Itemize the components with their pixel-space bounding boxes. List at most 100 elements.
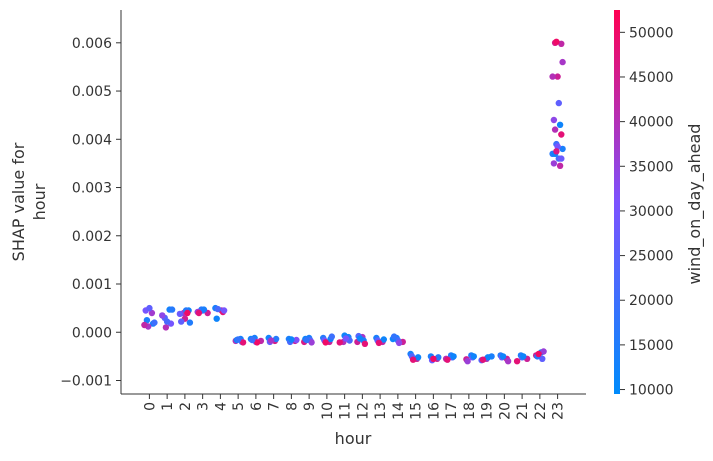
data-point-hour-12 — [356, 335, 364, 342]
data-point-hour-1 — [159, 312, 166, 319]
colorbar-tick-label: 25000 — [629, 249, 674, 265]
data-point-hour-7 — [267, 337, 275, 344]
x-tick-label: 7 — [267, 402, 283, 411]
x-tick-label: 22 — [533, 402, 549, 420]
data-point-hour-17 — [450, 353, 457, 360]
data-point-hour-0 — [146, 304, 153, 312]
colorbar-tick-label: 45000 — [629, 70, 674, 86]
data-point-hour-15 — [414, 354, 422, 361]
colorbar-tick-label: 30000 — [629, 204, 674, 220]
x-tick-label: 13 — [373, 402, 389, 420]
data-point-hour-21 — [520, 353, 527, 360]
data-point-hour-23 — [559, 145, 566, 153]
data-point-hour-23 — [554, 143, 561, 150]
data-point-hour-0 — [141, 321, 148, 329]
data-point-hour-1 — [162, 324, 170, 331]
x-tick-label: 2 — [178, 402, 194, 411]
data-point-hour-14 — [390, 333, 398, 340]
x-tick-label: 17 — [444, 402, 460, 420]
data-point-hour-23 — [555, 99, 562, 107]
y-tick-label: 0.001 — [72, 277, 112, 293]
y-tick-label: 0.003 — [72, 181, 112, 197]
data-point-hour-1 — [163, 318, 171, 325]
data-point-hour-7 — [272, 335, 280, 343]
data-point-hour-17 — [444, 356, 451, 363]
data-point-hour-23 — [558, 40, 565, 47]
x-tick-label: 8 — [284, 402, 300, 411]
x-tick-label: 19 — [480, 402, 496, 420]
data-point-hour-4 — [214, 305, 222, 313]
data-point-hour-0 — [151, 319, 158, 326]
data-point-hour-21 — [513, 358, 521, 365]
data-point-hour-3 — [200, 306, 208, 313]
data-point-hour-2 — [176, 310, 184, 318]
data-point-hour-19 — [484, 354, 492, 361]
data-point-hour-23 — [549, 73, 556, 80]
data-point-hour-23 — [550, 160, 558, 167]
data-point-hour-23 — [550, 116, 558, 124]
data-point-hour-0 — [148, 309, 156, 317]
data-point-hour-23 — [556, 162, 564, 169]
data-point-hour-23 — [558, 155, 565, 162]
x-tick-label: 0 — [142, 402, 158, 411]
data-point-hour-23 — [559, 58, 566, 66]
colorbar-gradient — [614, 10, 620, 394]
data-point-hour-22 — [535, 350, 542, 358]
x-tick-label: 9 — [302, 402, 318, 411]
data-point-hour-19 — [479, 356, 487, 363]
data-point-hour-23 — [556, 121, 564, 128]
x-axis-label: hour — [335, 429, 372, 448]
data-point-hour-11 — [342, 335, 350, 342]
data-point-hour-12 — [361, 340, 369, 347]
x-tick-label: 6 — [249, 402, 265, 411]
x-tick-label: 23 — [551, 402, 567, 420]
x-axis-ticks: 0 1 2 3 4 5 6 7 8 9 10 11 12 13 14 15 16 17 18 19 20 21 22 23 — [142, 394, 567, 420]
x-tick-label: 4 — [213, 402, 229, 411]
data-point-hour-0 — [143, 317, 151, 324]
data-point-hour-13 — [380, 336, 387, 343]
data-point-hour-15 — [409, 356, 417, 363]
data-point-hour-2 — [178, 318, 185, 325]
data-point-hour-5 — [239, 339, 247, 346]
data-point-hour-14 — [395, 339, 403, 347]
data-point-hour-4 — [220, 307, 228, 314]
data-point-hour-16 — [430, 355, 437, 362]
colorbar-ticks: 10000 15000 20000 25000 30000 35000 40000 45000… — [620, 25, 674, 399]
data-point-hour-16 — [435, 354, 442, 361]
scatter-points — [141, 38, 566, 365]
colorbar-tick-label: 35000 — [629, 159, 674, 175]
data-point-hour-8 — [293, 336, 300, 344]
data-point-hour-6 — [253, 339, 261, 346]
data-point-hour-11 — [336, 339, 343, 346]
y-axis-label-line-1: SHAP value for — [9, 142, 28, 261]
x-tick-label: 3 — [196, 402, 212, 411]
data-point-hour-10 — [322, 339, 329, 346]
data-point-hour-4 — [213, 315, 220, 322]
data-point-hour-22 — [540, 348, 547, 355]
x-tick-label: 10 — [320, 402, 336, 420]
data-point-hour-22 — [539, 355, 546, 362]
data-point-hour-1 — [168, 306, 176, 313]
y-tick-label: 0.006 — [72, 36, 112, 52]
colorbar-tick-label: 10000 — [629, 383, 674, 399]
x-tick-label: 20 — [497, 402, 513, 420]
y-tick-label: 0.002 — [72, 229, 112, 245]
data-point-hour-18 — [464, 358, 471, 365]
axes — [120, 10, 586, 395]
x-tick-label: 1 — [160, 402, 176, 411]
data-point-hour-9 — [308, 339, 315, 346]
data-point-hour-20 — [504, 358, 512, 365]
colorbar-tick-label: 40000 — [629, 115, 674, 131]
data-point-hour-23 — [558, 131, 565, 138]
y-tick-label: 0.005 — [72, 84, 112, 100]
colorbar-tick-label: 50000 — [629, 25, 674, 41]
data-point-hour-5 — [234, 336, 242, 343]
x-tick-label: 15 — [409, 402, 425, 420]
x-tick-label: 12 — [355, 402, 371, 420]
y-axis-ticks: −0.001 0.000 0.001 0.002 0.003 0.004 0.005 0.00… — [60, 36, 121, 389]
y-tick-label: 0.000 — [72, 325, 112, 341]
data-point-hour-10 — [328, 333, 335, 340]
data-point-hour-13 — [375, 339, 383, 347]
